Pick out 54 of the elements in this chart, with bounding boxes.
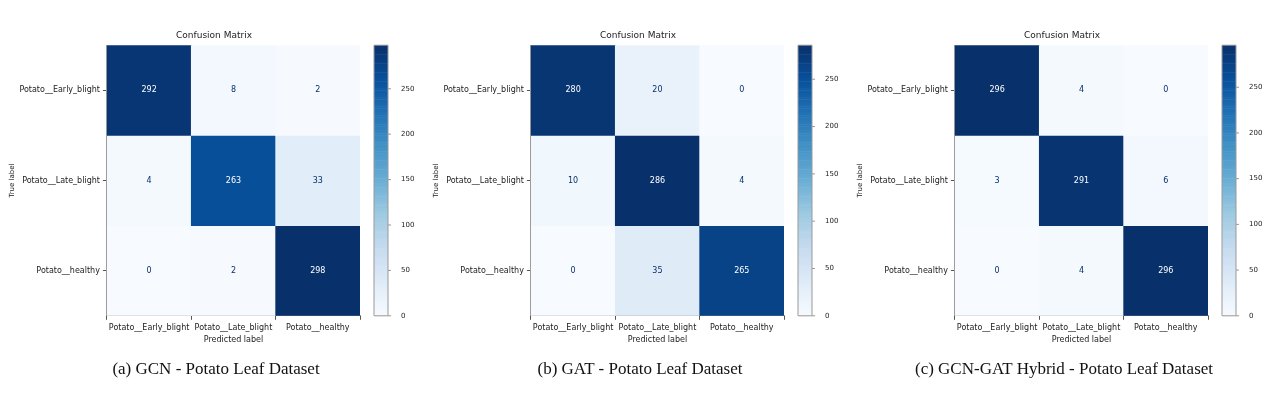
chart-title: Confusion Matrix bbox=[1024, 30, 1101, 41]
data-label: 3 bbox=[994, 175, 1000, 185]
x-tick-label: Potato__Early_blight bbox=[532, 322, 614, 332]
data-label: 4 bbox=[1078, 265, 1084, 275]
data-label: 6 bbox=[1163, 175, 1169, 185]
data-label: 33 bbox=[312, 175, 323, 185]
y-tick-label: Potato__healthy bbox=[460, 265, 525, 275]
data-label: 280 bbox=[565, 85, 581, 95]
x-axis-title: Predicted label bbox=[203, 335, 264, 345]
y-tick-label: Potato__healthy bbox=[36, 265, 101, 275]
x-tick-label: Potato__Late_blight bbox=[618, 322, 697, 332]
data-label: 10 bbox=[568, 175, 579, 185]
data-label: 2 bbox=[230, 265, 236, 275]
data-label: 35 bbox=[652, 265, 663, 275]
data-label: 4 bbox=[739, 175, 745, 185]
x-tick-label: Potato__healthy bbox=[1134, 322, 1198, 332]
data-label: 4 bbox=[1078, 85, 1084, 95]
y-tick-label: Potato__healthy bbox=[884, 265, 949, 275]
y-tick-label: Potato__Late_blight bbox=[22, 175, 100, 185]
x-tick-label: Potato__healthy bbox=[286, 322, 350, 332]
text: (b) GAT - Potato Leaf Dataset bbox=[537, 359, 743, 379]
data-label: 8 bbox=[230, 85, 236, 95]
chart-title: Confusion Matrix bbox=[600, 30, 677, 41]
text: (c) GCN-GAT Hybrid - Potato Leaf Dataset bbox=[914, 359, 1214, 379]
data-label: 298 bbox=[310, 265, 326, 275]
x-axis-title: Predicted label bbox=[1051, 335, 1112, 345]
x-tick-label: Potato__Early_blight bbox=[956, 322, 1038, 332]
data-label: 0 bbox=[146, 265, 152, 275]
data-label: 0 bbox=[570, 265, 576, 275]
data-label: 0 bbox=[739, 85, 745, 95]
data-label: 0 bbox=[994, 265, 1000, 275]
data-label: 263 bbox=[225, 175, 242, 185]
y-tick-label: Potato__Early_blight bbox=[19, 85, 100, 95]
data-label: 0 bbox=[1163, 85, 1169, 95]
data-label: 286 bbox=[649, 175, 666, 185]
y-tick-label: Potato__Early_blight bbox=[443, 85, 524, 95]
x-tick-label: Potato__healthy bbox=[710, 322, 774, 332]
y-tick-label: Potato__Late_blight bbox=[870, 175, 948, 185]
data-label: 4 bbox=[146, 175, 152, 185]
x-tick-label: Potato__Early_blight bbox=[108, 322, 190, 332]
text: (a) GCN - Potato Leaf Dataset bbox=[112, 359, 320, 379]
data-label: 2 bbox=[315, 85, 321, 95]
x-tick-label: Potato__Late_blight bbox=[1042, 322, 1121, 332]
data-label: 296 bbox=[989, 85, 1005, 95]
data-label: 291 bbox=[1073, 175, 1090, 185]
data-label: 265 bbox=[734, 265, 750, 275]
data-label: 296 bbox=[1158, 265, 1174, 275]
y-tick-label: Potato__Early_blight bbox=[867, 85, 948, 95]
chart-title: Confusion Matrix bbox=[176, 30, 253, 41]
y-tick-label: Potato__Late_blight bbox=[446, 175, 524, 185]
data-label: 292 bbox=[141, 85, 157, 95]
x-tick-label: Potato__Late_blight bbox=[194, 322, 273, 332]
data-label: 20 bbox=[652, 85, 663, 95]
x-axis-title: Predicted label bbox=[627, 335, 688, 345]
